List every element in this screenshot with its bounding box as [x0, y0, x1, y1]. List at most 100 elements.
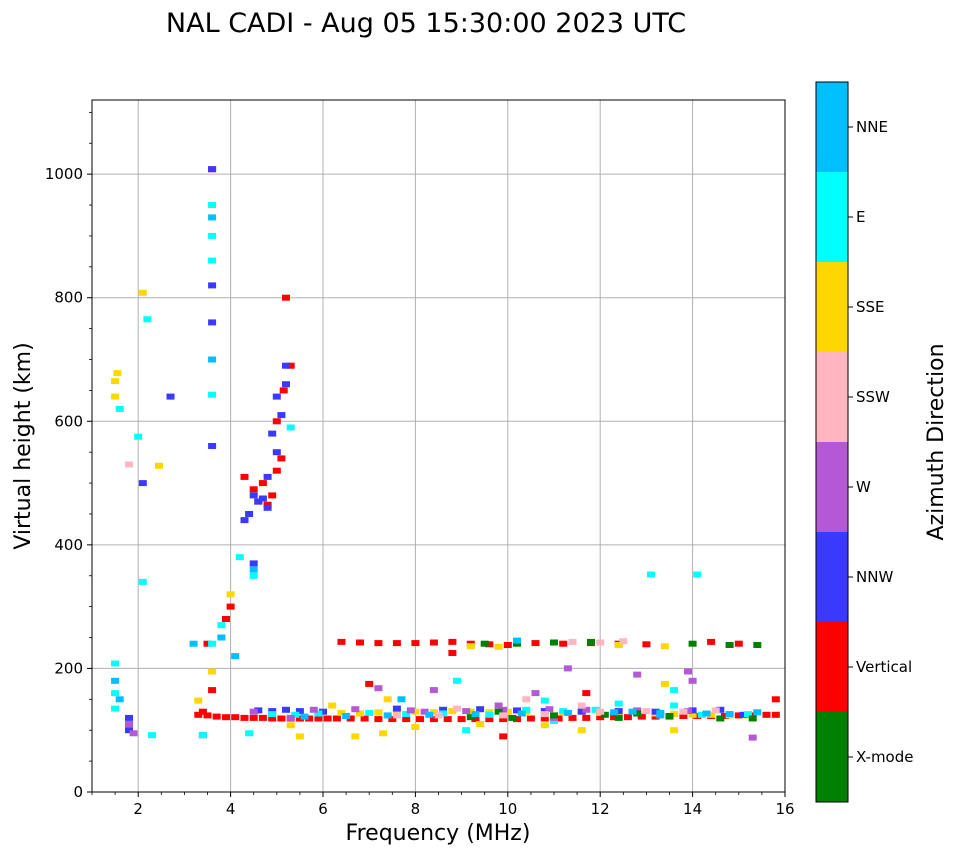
- data-point-e: [670, 687, 679, 694]
- data-point-vertical: [448, 638, 457, 645]
- grid-lines: [92, 100, 786, 793]
- data-point-ssw: [499, 712, 508, 719]
- data-point-vertical: [323, 715, 332, 722]
- data-point-vertical: [356, 639, 364, 646]
- x-tick-label: 14: [683, 800, 702, 818]
- data-point-e: [198, 732, 207, 739]
- data-point-sse: [660, 643, 669, 650]
- data-point-e: [115, 405, 124, 412]
- data-point-vertical: [337, 638, 346, 645]
- data-point-nne: [397, 696, 406, 703]
- data-point-nne: [208, 214, 217, 221]
- colorbar-segment-vertical: [816, 622, 848, 712]
- data-point-nnw: [125, 727, 133, 734]
- data-point-vertical: [499, 716, 508, 723]
- data-point-x-mode: [508, 714, 517, 721]
- data-point-e: [111, 690, 120, 697]
- data-point-vertical: [771, 711, 780, 718]
- data-point-vertical: [448, 650, 457, 656]
- data-point-sse: [466, 708, 475, 715]
- x-tick-label: 16: [775, 800, 794, 818]
- data-point-sse: [688, 711, 697, 718]
- data-point-ssw: [679, 708, 688, 715]
- data-point-vertical: [282, 294, 290, 301]
- data-point-ssw: [642, 708, 651, 715]
- data-point-vertical: [212, 713, 221, 720]
- data-point-nnw: [577, 708, 586, 715]
- data-point-vertical: [198, 708, 207, 715]
- data-point-vertical: [568, 714, 577, 721]
- data-point-ssw: [596, 708, 605, 715]
- x-tick-label: 12: [591, 800, 610, 818]
- data-point-e: [208, 640, 217, 647]
- data-point-nnw: [249, 560, 258, 567]
- x-axis-label: Frequency (MHz): [346, 821, 531, 846]
- data-point-x-mode: [716, 715, 725, 722]
- data-point-nnw: [254, 707, 263, 714]
- data-point-vertical: [374, 716, 383, 723]
- data-point-e: [217, 622, 226, 629]
- data-point-vertical: [679, 713, 688, 719]
- y-tick-label: 800: [54, 289, 83, 307]
- data-point-nnw: [208, 319, 217, 326]
- data-point-vertical: [346, 715, 355, 722]
- data-point-sse: [208, 668, 217, 675]
- data-point-vertical: [499, 733, 508, 740]
- data-point-e: [286, 424, 295, 431]
- data-point-vertical: [693, 713, 702, 719]
- data-point-sse: [356, 710, 364, 717]
- colorbar-label-sse: SSE: [856, 298, 885, 316]
- data-point-nnw: [208, 443, 217, 449]
- data-point-e: [670, 702, 679, 709]
- colorbar-frame: [815, 81, 849, 803]
- data-point-sse: [111, 393, 120, 400]
- data-point-vertical: [392, 640, 401, 647]
- x-tick-label: 8: [411, 800, 421, 818]
- data-point-vertical: [203, 640, 212, 647]
- data-point-vertical: [222, 714, 230, 721]
- data-point-e: [143, 316, 152, 323]
- data-point-nne: [425, 711, 434, 718]
- data-point-e: [591, 706, 600, 713]
- data-point-nne: [249, 566, 258, 573]
- data-point-w: [582, 706, 591, 713]
- data-point-vertical: [388, 716, 397, 723]
- data-point-sse: [411, 708, 420, 715]
- data-point-sse: [429, 709, 438, 716]
- data-point-w: [633, 671, 642, 678]
- data-point-e: [365, 709, 374, 716]
- data-point-nnw: [439, 706, 448, 713]
- data-point-x-mode: [600, 711, 609, 718]
- data-point-x-mode: [614, 714, 623, 721]
- data-point-e: [208, 232, 217, 239]
- data-point-ssw: [596, 639, 605, 646]
- data-point-vertical: [208, 687, 217, 694]
- data-point-e: [522, 706, 531, 713]
- data-point-w: [499, 706, 508, 713]
- data-point-vertical: [194, 711, 203, 718]
- data-point-w: [249, 708, 258, 715]
- data-point-nnw: [208, 166, 217, 173]
- data-point-x-mode: [550, 712, 558, 719]
- data-point-vertical: [222, 616, 230, 622]
- colorbar: X-mode Vertical NNW W SSW SSE E NNE: [815, 81, 913, 803]
- colorbar-segment-nnw: [816, 532, 848, 622]
- data-point-w: [633, 707, 642, 714]
- data-point-vertical: [771, 696, 780, 703]
- data-point-sse: [660, 680, 669, 687]
- data-point-sse: [670, 711, 679, 718]
- x-tick-label: 4: [226, 800, 236, 818]
- data-point-sse: [351, 733, 360, 740]
- data-point-nne: [342, 713, 351, 719]
- data-point-vertical: [485, 641, 494, 648]
- data-point-sse: [379, 730, 388, 737]
- data-point-ssw: [711, 707, 720, 714]
- x-tick-label: 2: [133, 800, 143, 818]
- data-point-x-mode: [480, 640, 489, 647]
- colorbar-segment-nne: [816, 82, 848, 172]
- data-point-w: [531, 690, 540, 697]
- data-point-sse: [577, 727, 586, 734]
- data-point-w: [545, 706, 554, 713]
- data-point-vertical: [314, 715, 323, 722]
- data-point-vertical: [279, 387, 288, 394]
